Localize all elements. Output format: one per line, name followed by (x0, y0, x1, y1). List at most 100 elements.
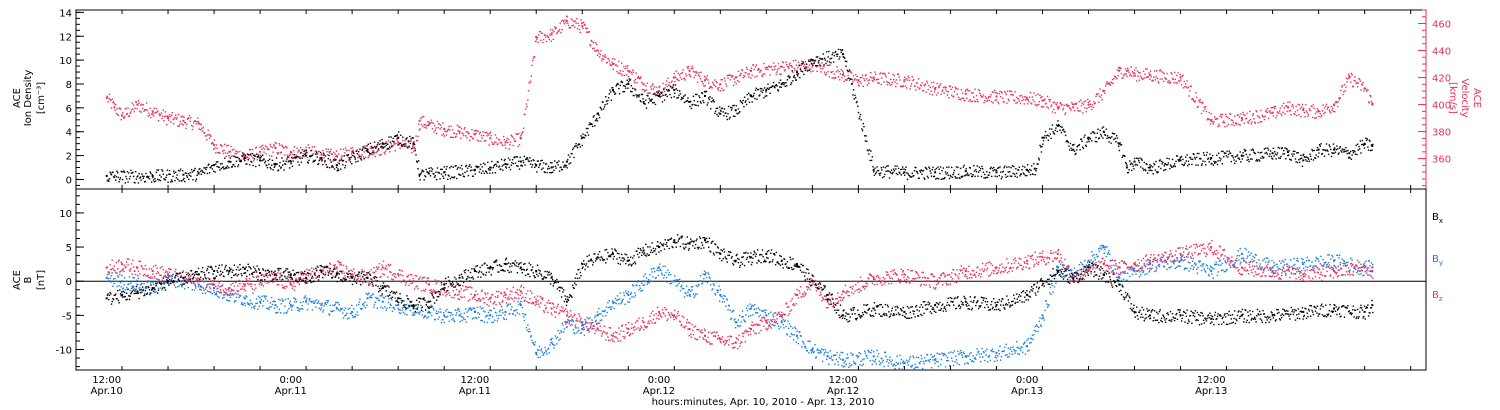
by-series-sample (578, 320, 581, 323)
velocity-series-sample (1227, 116, 1229, 119)
velocity-series-sample (1183, 80, 1185, 83)
density-series-sample (352, 151, 354, 153)
density-series-sample (656, 94, 659, 97)
velocity-series-sample (296, 147, 298, 149)
velocity-series-sample (274, 142, 276, 144)
velocity-series-sample (846, 78, 849, 80)
by-series-sample (471, 308, 473, 310)
density-series-sample (288, 167, 291, 169)
by-series-sample (363, 305, 365, 307)
density-series-sample (1050, 137, 1052, 139)
velocity-series-sample (704, 85, 706, 87)
velocity-series-sample (455, 135, 457, 138)
density-series-sample (1040, 151, 1043, 153)
velocity-series-sample (482, 131, 484, 133)
velocity-series-sample (1305, 104, 1307, 106)
density-series-sample (485, 171, 488, 173)
density-series-sample (768, 88, 770, 90)
by-series-sample (435, 312, 437, 315)
by-series-sample (208, 290, 210, 293)
density-series-sample (1049, 133, 1052, 135)
by-series-sample (409, 309, 412, 312)
by-series-sample (238, 296, 240, 299)
density-series-sample (406, 137, 408, 139)
velocity-series-sample (132, 104, 135, 106)
density-series-sample (1066, 140, 1068, 142)
velocity-series-sample (214, 147, 216, 149)
velocity-series-sample (1120, 73, 1123, 75)
velocity-series-sample (239, 150, 241, 153)
density-series-sample (361, 149, 363, 151)
density-series-sample (862, 122, 864, 125)
density-series-sample (413, 141, 415, 143)
velocity-series-sample (938, 86, 940, 89)
by-series-sample (754, 312, 757, 314)
density-series-sample (592, 116, 595, 118)
by-series-sample (243, 296, 245, 298)
density-series-sample (750, 94, 752, 96)
by-series-point (1210, 270, 1213, 272)
density-series-sample (465, 165, 467, 168)
density-series-sample (689, 105, 691, 108)
velocity-series-sample (215, 144, 218, 146)
density-series-sample (966, 174, 968, 176)
velocity-series-sample (764, 67, 766, 69)
density-series-sample (108, 178, 111, 180)
density-series-sample (194, 167, 196, 170)
density-series-sample (869, 159, 871, 162)
velocity-series-sample (599, 53, 601, 56)
density-series-sample (924, 178, 926, 180)
velocity-series-sample (874, 71, 876, 73)
density-series-sample (1048, 135, 1050, 137)
velocity-series-sample (795, 59, 797, 61)
velocity-series-sample (547, 36, 550, 39)
by-series-sample (663, 274, 666, 276)
by-series-sample (362, 303, 365, 305)
velocity-series-sample (1029, 96, 1031, 98)
density-series-sample (509, 168, 512, 171)
by-series-sample (491, 316, 494, 318)
density-series-sample (1341, 148, 1344, 150)
velocity-series-sample (636, 77, 639, 79)
by-series-sample (488, 318, 490, 320)
velocity-series-sample (1087, 101, 1090, 103)
by-series-point (105, 276, 108, 279)
by-series-sample (132, 277, 134, 279)
velocity-series-sample (210, 143, 213, 145)
by-series-sample (451, 314, 454, 316)
by-series-sample (195, 285, 197, 288)
by-series-sample (483, 321, 485, 323)
velocity-series-sample (298, 150, 300, 152)
velocity-series-point (1317, 110, 1320, 113)
velocity-series-sample (527, 99, 529, 101)
by-series-sample (325, 303, 327, 305)
velocity-series-sample (380, 142, 382, 145)
velocity-series-sample (219, 144, 222, 146)
velocity-series-sample (1233, 124, 1235, 127)
by-series-sample (112, 278, 115, 280)
by-series-sample (404, 313, 406, 315)
velocity-series-sample (1073, 103, 1075, 105)
by-series-sample (589, 317, 591, 319)
velocity-series-sample (1097, 93, 1099, 95)
by-series-sample (579, 332, 581, 335)
density-series-sample (140, 179, 142, 181)
velocity-series-point (934, 87, 937, 90)
velocity-series-sample (818, 65, 820, 67)
velocity-series-sample (1319, 113, 1321, 115)
density-series-sample (734, 109, 737, 112)
density-series-sample (322, 152, 325, 154)
velocity-series-sample (867, 79, 869, 82)
velocity-series-sample (663, 87, 665, 90)
density-series-sample (617, 83, 619, 85)
velocity-series-sample (987, 97, 989, 99)
velocity-series-sample (578, 28, 581, 31)
by-series-sample (665, 276, 668, 279)
velocity-series-sample (556, 32, 558, 35)
density-series-sample (855, 101, 858, 104)
density-series-sample (517, 165, 519, 167)
density-series-sample (696, 100, 699, 103)
velocity-series-sample (944, 86, 946, 88)
density-series-sample (899, 172, 901, 174)
velocity-series-sample (688, 73, 690, 75)
